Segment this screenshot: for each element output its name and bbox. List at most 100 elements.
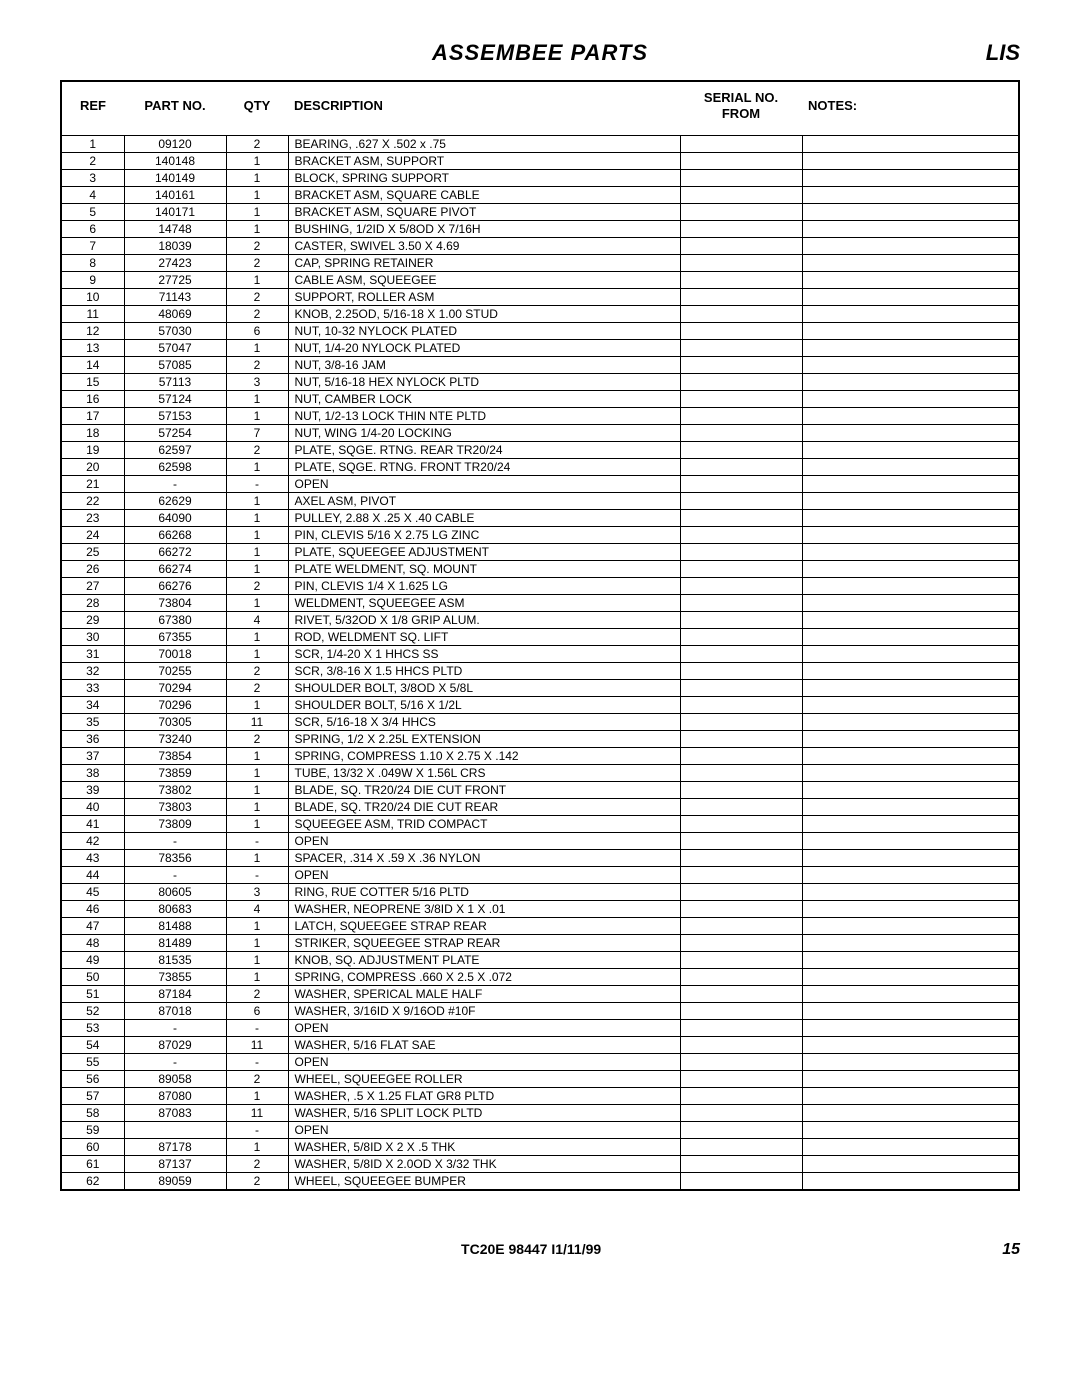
cell-ref: 53 — [61, 1020, 124, 1037]
cell-serial — [680, 204, 802, 221]
table-row: 28738041WELDMENT, SQUEEGEE ASM — [61, 595, 1019, 612]
cell-serial — [680, 476, 802, 493]
cell-part: 57153 — [124, 408, 226, 425]
cell-desc: WASHER, 5/8ID X 2 X .5 THK — [288, 1139, 680, 1156]
cell-qty: 1 — [226, 595, 288, 612]
cell-serial — [680, 714, 802, 731]
table-row: 34702961SHOULDER BOLT, 5/16 X 1/2L — [61, 697, 1019, 714]
cell-serial — [680, 1156, 802, 1173]
cell-notes — [802, 476, 1019, 493]
cell-ref: 7 — [61, 238, 124, 255]
cell-serial — [680, 544, 802, 561]
cell-qty: 11 — [226, 1105, 288, 1122]
table-row: 55--OPEN — [61, 1054, 1019, 1071]
cell-notes — [802, 391, 1019, 408]
cell-serial — [680, 255, 802, 272]
cell-part: 73802 — [124, 782, 226, 799]
cell-ref: 30 — [61, 629, 124, 646]
table-row: 48814891STRIKER, SQUEEGEE STRAP REAR — [61, 935, 1019, 952]
cell-serial — [680, 850, 802, 867]
table-row: 47814881LATCH, SQUEEGEE STRAP REAR — [61, 918, 1019, 935]
cell-notes — [802, 782, 1019, 799]
cell-qty: 2 — [226, 136, 288, 153]
cell-part: 70305 — [124, 714, 226, 731]
cell-serial — [680, 901, 802, 918]
cell-ref: 44 — [61, 867, 124, 884]
cell-serial — [680, 1173, 802, 1191]
cell-part: 70294 — [124, 680, 226, 697]
cell-part: 57030 — [124, 323, 226, 340]
cell-part: 66272 — [124, 544, 226, 561]
cell-qty: 1 — [226, 799, 288, 816]
table-row: 41738091SQUEEGEE ASM, TRID COMPACT — [61, 816, 1019, 833]
cell-part: 87083 — [124, 1105, 226, 1122]
cell-desc: SHOULDER BOLT, 3/8OD X 5/8L — [288, 680, 680, 697]
cell-ref: 39 — [61, 782, 124, 799]
cell-notes — [802, 935, 1019, 952]
cell-ref: 32 — [61, 663, 124, 680]
cell-ref: 27 — [61, 578, 124, 595]
cell-qty: 1 — [226, 408, 288, 425]
cell-desc: PLATE WELDMENT, SQ. MOUNT — [288, 561, 680, 578]
cell-ref: 36 — [61, 731, 124, 748]
cell-notes — [802, 459, 1019, 476]
table-row: 60871781WASHER, 5/8ID X 2 X .5 THK — [61, 1139, 1019, 1156]
cell-ref: 19 — [61, 442, 124, 459]
cell-notes — [802, 748, 1019, 765]
cell-part: 57047 — [124, 340, 226, 357]
table-row: 56890582WHEEL, SQUEEGEE ROLLER — [61, 1071, 1019, 1088]
cell-serial — [680, 425, 802, 442]
cell-desc: BRACKET ASM, SUPPORT — [288, 153, 680, 170]
cell-part: 67355 — [124, 629, 226, 646]
cell-notes — [802, 680, 1019, 697]
cell-notes — [802, 323, 1019, 340]
cell-ref: 24 — [61, 527, 124, 544]
cell-desc: BEARING, .627 X .502 x .75 — [288, 136, 680, 153]
cell-part: 78356 — [124, 850, 226, 867]
cell-qty: 2 — [226, 1071, 288, 1088]
cell-desc: SPACER, .314 X .59 X .36 NYLON — [288, 850, 680, 867]
cell-desc: NUT, 5/16-18 HEX NYLOCK PLTD — [288, 374, 680, 391]
cell-serial — [680, 867, 802, 884]
cell-serial — [680, 1020, 802, 1037]
cell-notes — [802, 136, 1019, 153]
table-row: 14570852NUT, 3/8-16 JAM — [61, 357, 1019, 374]
cell-desc: SQUEEGEE ASM, TRID COMPACT — [288, 816, 680, 833]
cell-desc: SPRING, COMPRESS 1.10 X 2.75 X .142 — [288, 748, 680, 765]
cell-part: 89058 — [124, 1071, 226, 1088]
cell-notes — [802, 714, 1019, 731]
cell-desc: SHOULDER BOLT, 5/16 X 1/2L — [288, 697, 680, 714]
cell-ref: 52 — [61, 1003, 124, 1020]
cell-qty: 1 — [226, 850, 288, 867]
col-serial: SERIAL NO.FROM — [680, 81, 802, 136]
cell-ref: 47 — [61, 918, 124, 935]
cell-qty: 2 — [226, 731, 288, 748]
cell-part: 140148 — [124, 153, 226, 170]
table-row: 61871372WASHER, 5/8ID X 2.0OD X 3/32 THK — [61, 1156, 1019, 1173]
cell-desc: SUPPORT, ROLLER ASM — [288, 289, 680, 306]
cell-notes — [802, 272, 1019, 289]
cell-ref: 54 — [61, 1037, 124, 1054]
cell-ref: 41 — [61, 816, 124, 833]
table-row: 32702552SCR, 3/8-16 X 1.5 HHCS PLTD — [61, 663, 1019, 680]
cell-qty: 1 — [226, 221, 288, 238]
cell-ref: 25 — [61, 544, 124, 561]
cell-ref: 59 — [61, 1122, 124, 1139]
cell-ref: 51 — [61, 986, 124, 1003]
table-row: 53--OPEN — [61, 1020, 1019, 1037]
table-row: 50738551SPRING, COMPRESS .660 X 2.5 X .0… — [61, 969, 1019, 986]
cell-notes — [802, 799, 1019, 816]
cell-part: - — [124, 1020, 226, 1037]
cell-desc: WASHER, 3/16ID X 9/16OD #10F — [288, 1003, 680, 1020]
cell-notes — [802, 765, 1019, 782]
cell-part: 73859 — [124, 765, 226, 782]
cell-part: - — [124, 476, 226, 493]
cell-qty: 1 — [226, 935, 288, 952]
cell-serial — [680, 782, 802, 799]
cell-serial — [680, 340, 802, 357]
cell-desc: WELDMENT, SQUEEGEE ASM — [288, 595, 680, 612]
cell-notes — [802, 884, 1019, 901]
cell-qty: 3 — [226, 374, 288, 391]
cell-qty: 1 — [226, 527, 288, 544]
cell-serial — [680, 1088, 802, 1105]
